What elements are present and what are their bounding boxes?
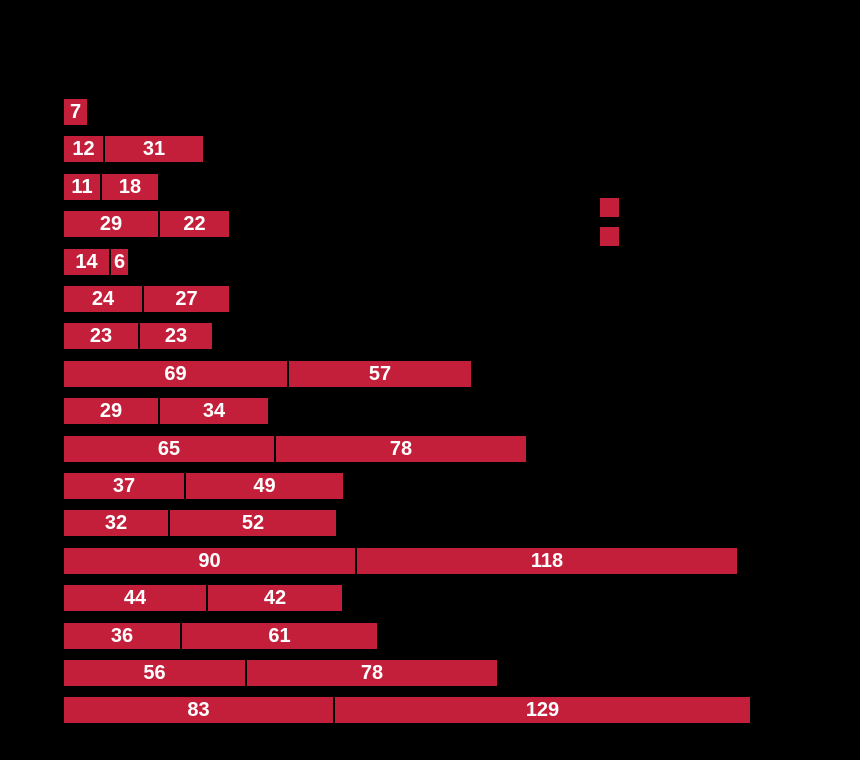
bar-segment: 34 [158, 398, 268, 424]
bar-segment: 24 [64, 286, 142, 312]
bar-value-label: 23 [89, 325, 113, 347]
bar-segment: 23 [64, 323, 138, 349]
bar-segment: 11 [64, 174, 100, 200]
bar-segment: 65 [64, 436, 274, 462]
bar-row: 12 31 [64, 136, 203, 162]
bar-value-label: 37 [112, 475, 136, 497]
legend-swatch-series-1 [600, 198, 619, 217]
bar-segment: 29 [64, 211, 158, 237]
bar-value-label: 36 [110, 625, 134, 647]
bar-segment: 29 [64, 398, 158, 424]
bar-row: 29 22 [64, 211, 229, 237]
bar-row: 44 42 [64, 585, 342, 611]
bar-segment: 18 [100, 174, 158, 200]
bar-segment: 78 [245, 660, 497, 686]
bar-row: 36 61 [64, 623, 377, 649]
bar-value-label: 69 [164, 363, 187, 385]
bar-segment: 83 [64, 697, 333, 723]
bar-value-label: 7 [69, 101, 82, 123]
bar-value-label: 90 [198, 550, 221, 572]
bar-value-label: 27 [175, 288, 198, 310]
bar-value-label: 118 [530, 550, 564, 572]
bar-value-label: 22 [183, 213, 206, 235]
bar-row: 69 57 [64, 361, 471, 387]
bar-segment: 32 [64, 510, 168, 536]
bar-segment: 61 [180, 623, 377, 649]
bar-value-label: 24 [91, 288, 115, 310]
bar-value-label: 42 [263, 587, 287, 609]
bar-row: 65 78 [64, 436, 526, 462]
bar-value-label: 29 [99, 213, 123, 235]
bar-segment: 49 [184, 473, 343, 499]
bar-value-label: 44 [123, 587, 147, 609]
bar-value-label: 78 [389, 438, 413, 460]
bar-segment: 118 [355, 548, 737, 574]
bar-value-label: 57 [368, 363, 392, 385]
bar-segment: 22 [158, 211, 229, 237]
bar-value-label: 61 [268, 625, 291, 647]
bar-segment: 12 [64, 136, 103, 162]
bar-row: 23 23 [64, 323, 212, 349]
bar-row: 29 34 [64, 398, 268, 424]
bar-segment: 31 [103, 136, 203, 162]
bar-row: 14 6 [64, 249, 128, 275]
bar-segment: 27 [142, 286, 229, 312]
bar-value-label: 83 [187, 699, 210, 721]
bar-value-label: 29 [99, 400, 123, 422]
bar-value-label: 32 [104, 512, 128, 534]
bar-value-label: 6 [113, 251, 126, 273]
bar-segment: 56 [64, 660, 245, 686]
bar-segment: 78 [274, 436, 526, 462]
bar-segment: 42 [206, 585, 342, 611]
bar-row: 32 52 [64, 510, 336, 536]
bar-segment: 90 [64, 548, 355, 574]
bar-segment: 6 [109, 249, 128, 275]
bar-segment: 57 [287, 361, 471, 387]
bar-segment: 44 [64, 585, 206, 611]
bar-segment: 69 [64, 361, 287, 387]
bar-value-label: 31 [142, 138, 166, 160]
legend-swatch-series-2 [600, 227, 619, 246]
bar-segment: 7 [64, 99, 87, 125]
bar-row: 56 78 [64, 660, 497, 686]
bar-row: 37 49 [64, 473, 343, 499]
bar-value-label: 65 [157, 438, 181, 460]
bar-row: 90 118 [64, 548, 737, 574]
bar-value-label: 78 [360, 662, 384, 684]
bar-segment: 14 [64, 249, 109, 275]
bar-segment: 36 [64, 623, 180, 649]
bar-value-label: 56 [143, 662, 166, 684]
bar-row: 11 18 [64, 174, 158, 200]
bar-row: 83 129 [64, 697, 750, 723]
bar-segment: 23 [138, 323, 212, 349]
bar-value-label: 23 [164, 325, 188, 347]
bar-row: 24 27 [64, 286, 229, 312]
bar-value-label: 11 [71, 176, 93, 198]
bar-segment: 52 [168, 510, 336, 536]
bar-value-label: 34 [202, 400, 226, 422]
bar-value-label: 129 [525, 699, 560, 721]
bar-value-label: 52 [241, 512, 265, 534]
bar-value-label: 14 [75, 251, 98, 273]
bar-value-label: 49 [253, 475, 276, 497]
bar-value-label: 12 [72, 138, 95, 160]
bar-segment: 37 [64, 473, 184, 499]
bar-segment: 129 [333, 697, 750, 723]
bar-value-label: 18 [118, 176, 142, 198]
bar-row: 7 [64, 99, 87, 125]
